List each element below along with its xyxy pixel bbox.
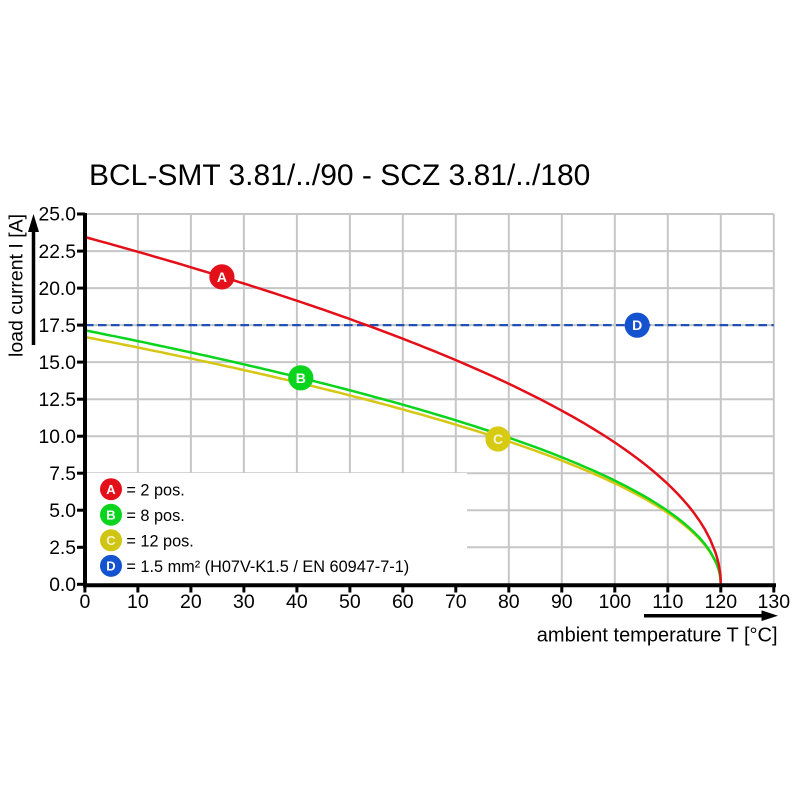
svg-text:= 12 pos.: = 12 pos. xyxy=(126,533,193,551)
svg-text:12.5: 12.5 xyxy=(38,390,76,411)
svg-text:D: D xyxy=(632,317,642,333)
svg-text:10.0: 10.0 xyxy=(38,427,76,448)
svg-text:25.0: 25.0 xyxy=(38,205,76,226)
svg-text:= 1.5 mm² (H07V-K1.5 / EN 6094: = 1.5 mm² (H07V-K1.5 / EN 60947-7-1) xyxy=(126,558,409,576)
svg-text:30: 30 xyxy=(233,591,255,613)
svg-text:50: 50 xyxy=(339,591,361,613)
svg-text:110: 110 xyxy=(652,591,683,613)
svg-text:7.5: 7.5 xyxy=(49,464,76,485)
svg-text:40: 40 xyxy=(286,591,308,613)
svg-text:BCL-SMT 3.81/../90 - SCZ 3.81/: BCL-SMT 3.81/../90 - SCZ 3.81/../180 xyxy=(89,159,590,192)
svg-text:15.0: 15.0 xyxy=(38,353,76,374)
svg-text:100: 100 xyxy=(599,591,632,613)
svg-text:0: 0 xyxy=(79,591,90,613)
svg-text:17.5: 17.5 xyxy=(38,316,76,337)
svg-text:22.5: 22.5 xyxy=(38,242,76,263)
svg-text:B: B xyxy=(296,370,306,386)
svg-text:120: 120 xyxy=(705,591,738,613)
svg-text:5.0: 5.0 xyxy=(49,501,76,522)
svg-text:A: A xyxy=(217,269,227,285)
svg-text:20.0: 20.0 xyxy=(38,279,76,300)
svg-text:D: D xyxy=(106,558,115,573)
svg-text:70: 70 xyxy=(445,591,467,613)
svg-text:B: B xyxy=(106,507,115,522)
svg-text:load current I [A]: load current I [A] xyxy=(6,214,28,357)
svg-text:0.0: 0.0 xyxy=(49,575,76,596)
svg-text:A: A xyxy=(106,482,116,497)
svg-text:= 2 pos.: = 2 pos. xyxy=(126,481,184,499)
svg-text:2.5: 2.5 xyxy=(49,538,76,559)
svg-text:C: C xyxy=(106,533,116,548)
svg-text:60: 60 xyxy=(392,591,414,613)
svg-text:ambient temperature T [°C]: ambient temperature T [°C] xyxy=(537,625,778,647)
svg-text:= 8 pos.: = 8 pos. xyxy=(126,507,184,525)
svg-text:90: 90 xyxy=(551,591,573,613)
svg-text:130: 130 xyxy=(758,591,791,613)
svg-text:10: 10 xyxy=(127,591,149,613)
svg-text:C: C xyxy=(493,431,503,447)
svg-text:80: 80 xyxy=(498,591,520,613)
svg-text:20: 20 xyxy=(180,591,202,613)
